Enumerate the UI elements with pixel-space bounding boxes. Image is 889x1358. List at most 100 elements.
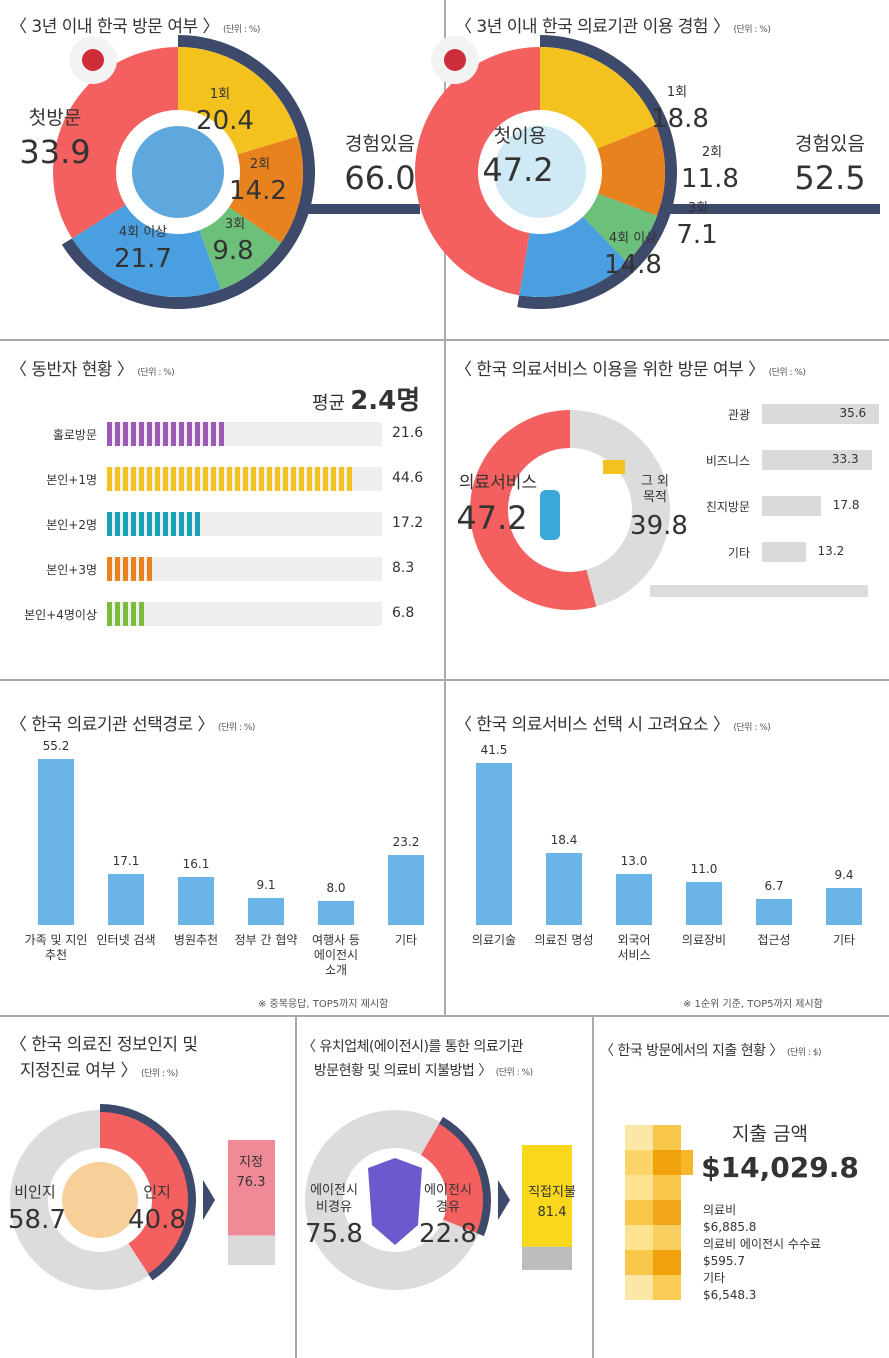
bar-value-label: 13.0 [620,854,648,869]
pie-slice-1 [540,47,656,149]
value-agency-no: 75.8 [305,1219,363,1249]
label-visit-1: 1회 [209,87,231,102]
value-aware: 40.8 [128,1205,186,1235]
doctor-icon [62,1162,138,1238]
value-visit-4: 21.7 [114,244,172,274]
spending-block [653,1225,681,1250]
companion-bar [107,422,226,446]
bar [38,759,74,925]
value-visit-2: 14.2 [229,176,287,206]
korea-flag-taegeuk [444,49,466,71]
companion-value: 6.8 [392,605,415,621]
value-visit-3: 9.8 [212,236,254,266]
bar-category-label: 의료기술 [471,933,517,947]
spending-total-label: 지출 금액 [732,1123,808,1145]
breakdown-value: 17.8 [832,498,860,512]
bar-category-label: 기타 [832,933,856,947]
pie-slice-3 [199,207,281,290]
hospital-icon [494,126,586,218]
label-visit-first: 첫방문 [28,107,82,129]
label-med-first: 첫이용 [493,125,547,147]
bar [108,873,144,925]
label-direct-pay: 직접지불 [528,1185,576,1200]
label-purpose-medical: 의료서비스 [458,473,538,493]
bar-category-label: 인터넷 검색 [96,933,156,947]
companion-track [107,557,382,581]
label-med-1: 1회 [666,85,688,100]
breakdown-value: 33.3 [831,452,859,466]
spending-item-label: 의료비 에이전시 수수료 [703,1237,822,1251]
bar-category-label: 정부 간 협약 [234,933,298,947]
label-designated: 지정 [239,1155,263,1170]
bar [616,874,652,925]
companion-value: 8.3 [392,560,415,576]
panel-title-factors: 〈 한국 의료서비스 선택 시 고려요소 〉 (단위 : %) [455,715,771,735]
spending-block [681,1150,693,1175]
pie-slice-aware [100,1110,191,1276]
companion-value: 21.6 [392,425,424,441]
direct-pay-bar [522,1145,572,1247]
spending-item-value: $6,548.3 [703,1288,757,1302]
value-med-first: 47.2 [482,151,554,189]
value-designated: 76.3 [236,1175,266,1190]
spending-item-value: $595.7 [703,1254,745,1268]
companion-label: 홀로방문 [52,428,97,442]
panel-title-companion: 〈 동반자 현황 〉 (단위 : %) [10,360,175,380]
value-unaware: 58.7 [8,1205,66,1235]
bar-value-label: 11.0 [690,862,718,877]
bar [248,897,284,925]
bar-value-label: 17.1 [112,853,140,868]
divider [0,1015,889,1017]
route-note: ※ 중복응답, TOP5까지 제시함 [258,999,389,1010]
bar-category-label: 접근성 [757,933,791,947]
pie-slice-agency-yes [421,1122,485,1234]
companion-bar [107,602,145,626]
spending-total-value: $14,029.8 [701,1151,859,1184]
bar-value-label: 8.0 [326,881,346,895]
korea-flag-taegeuk [82,49,104,71]
spending-block [625,1175,653,1200]
bar [546,853,582,925]
value-agency-yes: 22.8 [419,1219,477,1249]
pie-slice-4plus [519,216,627,297]
arrow-icon [498,1180,510,1220]
bar [476,763,512,925]
spending-items: 의료비 $6,885.8 의료비 에이전시 수수료 $595.7 기타 $6,5… [703,1202,821,1304]
bar-category-label: 의료장비 [681,933,727,947]
companion-label: 본인+1명 [46,473,97,487]
pie-slice-2 [597,124,665,216]
panel-title-awareness: 〈 한국 의료진 정보인지 및 지정진료 여부 〉 (단위 : %) [10,1035,198,1081]
bar [318,901,354,925]
pie-slice-3 [582,193,658,263]
pie-slice-1 [178,47,298,155]
companion-bar [107,467,353,491]
spending-item-label: 기타 [703,1271,726,1285]
total-connector-line [640,204,880,214]
label-visit-4: 4회 이상 [118,225,168,240]
bar-category-label: 병원추천 [173,933,219,947]
companion-bar [107,557,153,581]
companion-value: 44.6 [392,470,424,486]
companion-track [107,602,382,626]
value-med-2: 11.8 [681,164,739,194]
value-direct-pay: 81.4 [537,1205,567,1220]
agency-outline-arc [439,1116,491,1237]
value-med-total: 52.5 [794,159,866,197]
companion-label: 본인+3명 [46,563,97,577]
value-med-4: 14.8 [604,250,662,280]
globe-icon [132,126,224,218]
spending-block [653,1200,681,1225]
companion-label: 본인+4명이상 [24,608,97,622]
spending-item-label: 의료비 [703,1203,737,1217]
flag-goal-icon [603,460,625,474]
pie-slice-4plus [72,204,222,297]
label-visit-2: 2회 [249,157,271,172]
companion-average: 평균 2.4명 [312,386,421,416]
pie-slice-other [570,409,671,607]
total-connector-line [278,204,420,214]
divider [0,339,889,341]
divider [0,679,889,681]
breakdown-value: 13.2 [817,544,845,558]
arrow-icon [203,1180,215,1220]
divider [295,1015,297,1358]
